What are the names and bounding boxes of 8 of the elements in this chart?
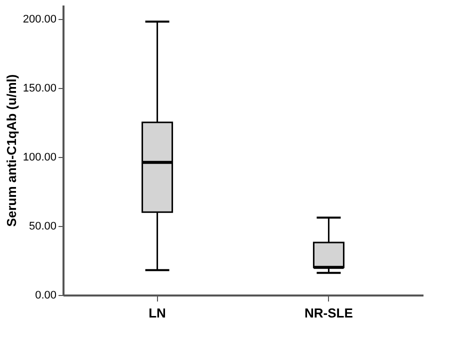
- y-axis-title: Serum anti-C1qAb (u/ml): [4, 74, 19, 227]
- x-tick-label: LN: [148, 306, 166, 320]
- y-tick-label: 150.00: [22, 82, 56, 94]
- y-tick-label: 50.00: [28, 220, 56, 232]
- x-tick-label: NR-SLE: [304, 306, 354, 320]
- y-tick-label: 100.00: [22, 151, 56, 164]
- y-tick-label: 200.00: [22, 13, 56, 26]
- y-tick-label: 0.00: [35, 290, 56, 302]
